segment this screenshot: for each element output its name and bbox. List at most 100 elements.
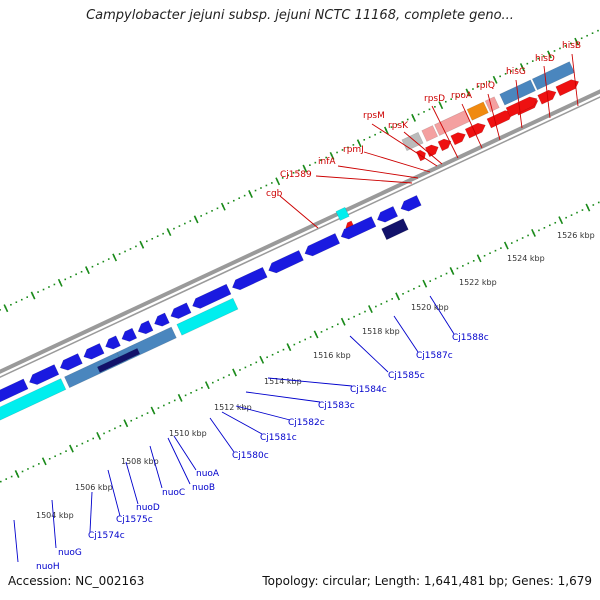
tick-dot: [309, 336, 312, 338]
leader-line: [543, 65, 551, 119]
cds-block-orange: [466, 101, 489, 121]
tick-mark: [411, 113, 417, 122]
tick-dot: [314, 161, 317, 164]
tick-dot: [216, 207, 219, 210]
tick-dot: [516, 239, 519, 242]
tick-dot: [549, 224, 551, 227]
tick-mark: [476, 254, 482, 263]
tick-dot: [576, 211, 578, 214]
tick-dot: [515, 67, 518, 70]
cds-block-pink: [421, 125, 439, 142]
tick-dot: [168, 402, 171, 404]
tick-mark: [57, 278, 63, 287]
leader-line: [371, 123, 438, 167]
tick-dot: [500, 247, 502, 249]
reverse-gene-arrow: [304, 233, 341, 257]
tick-dot: [434, 106, 436, 108]
tick-dot: [423, 111, 425, 113]
scale-label: 1526 kbp: [557, 231, 595, 240]
tick-dot: [418, 285, 421, 288]
tick-dot: [581, 209, 584, 211]
reverse-gene-arrow: [105, 335, 121, 350]
tick-dot: [80, 270, 83, 273]
tick-mark: [232, 368, 237, 377]
tick-mark: [340, 317, 346, 326]
tick-dot: [347, 318, 350, 320]
tick-dot: [554, 221, 557, 224]
tick-dot: [108, 430, 111, 432]
tick-dot: [293, 343, 296, 346]
gene-label-infa: infA: [318, 157, 336, 167]
tick-dot: [211, 210, 213, 212]
tick-dot: [434, 277, 437, 280]
forward-gene-arrow: [555, 79, 580, 97]
tick-dot: [565, 216, 567, 219]
gene-label-rpsd: rpsD: [424, 94, 445, 104]
tick-mark: [112, 253, 118, 262]
tick-dot: [238, 197, 241, 199]
tick-dot: [48, 457, 51, 460]
tick-mark: [558, 216, 564, 225]
tick-dot: [277, 351, 279, 353]
tick-dot: [118, 253, 121, 255]
forward-gene-arrow: [505, 96, 538, 118]
tick-dot: [444, 100, 447, 103]
tick-dot: [553, 50, 556, 52]
tick-dot: [146, 240, 148, 243]
cds-block-cyan: [176, 297, 239, 336]
tick-mark: [302, 164, 308, 173]
tick-dot: [173, 227, 175, 230]
tick-mark: [275, 177, 281, 186]
tick-dot: [5, 478, 8, 480]
tick-dot: [510, 70, 512, 73]
tick-mark: [585, 203, 591, 212]
leader-line: [429, 295, 455, 335]
tick-dot: [592, 204, 595, 206]
tick-dot: [489, 252, 491, 255]
gene-label-hisg: hisG: [506, 67, 526, 77]
tick-dot: [406, 118, 409, 121]
scale-label: 1518 kbp: [362, 327, 400, 336]
leader-line: [89, 491, 93, 533]
tick-dot: [151, 237, 154, 240]
tick-dot: [211, 381, 214, 384]
tick-mark: [248, 190, 253, 198]
tick-mark: [395, 292, 401, 301]
tick-dot: [472, 88, 474, 90]
tick-dot: [135, 245, 137, 248]
tick-dot: [429, 280, 432, 282]
tick-dot: [157, 407, 160, 409]
tick-dot: [363, 138, 366, 141]
tick-dot: [358, 313, 361, 315]
tick-dot: [162, 232, 164, 235]
tick-dot: [69, 276, 72, 278]
tick-dot: [239, 369, 241, 371]
tick-mark: [150, 406, 156, 415]
tick-dot: [21, 470, 24, 473]
tick-dot: [298, 169, 300, 172]
tick-dot: [380, 303, 383, 305]
reverse-gene-arrow: [154, 312, 170, 327]
reverse-gene-arrow: [268, 249, 304, 274]
tick-dot: [559, 47, 561, 50]
tick-dot: [456, 267, 459, 270]
tick-dot: [184, 394, 187, 397]
tick-dot: [591, 32, 594, 34]
gene-label-nuob: nuoB: [192, 483, 215, 493]
gene-label-nuog: nuoG: [58, 548, 82, 558]
tick-dot: [347, 146, 349, 149]
leader-line: [107, 469, 121, 517]
leader-line: [51, 499, 57, 549]
tick-mark: [329, 151, 335, 160]
tick-mark: [449, 267, 455, 275]
gene-label-nuoa: nuoA: [196, 469, 220, 479]
tick-dot: [81, 442, 84, 445]
reverse-gene-arrow: [376, 205, 399, 223]
tick-dot: [483, 254, 486, 257]
tick-dot: [129, 248, 132, 250]
tick-dot: [353, 315, 355, 318]
tick-mark: [503, 241, 509, 250]
leader-line: [393, 315, 419, 353]
tick-mark: [492, 75, 498, 84]
